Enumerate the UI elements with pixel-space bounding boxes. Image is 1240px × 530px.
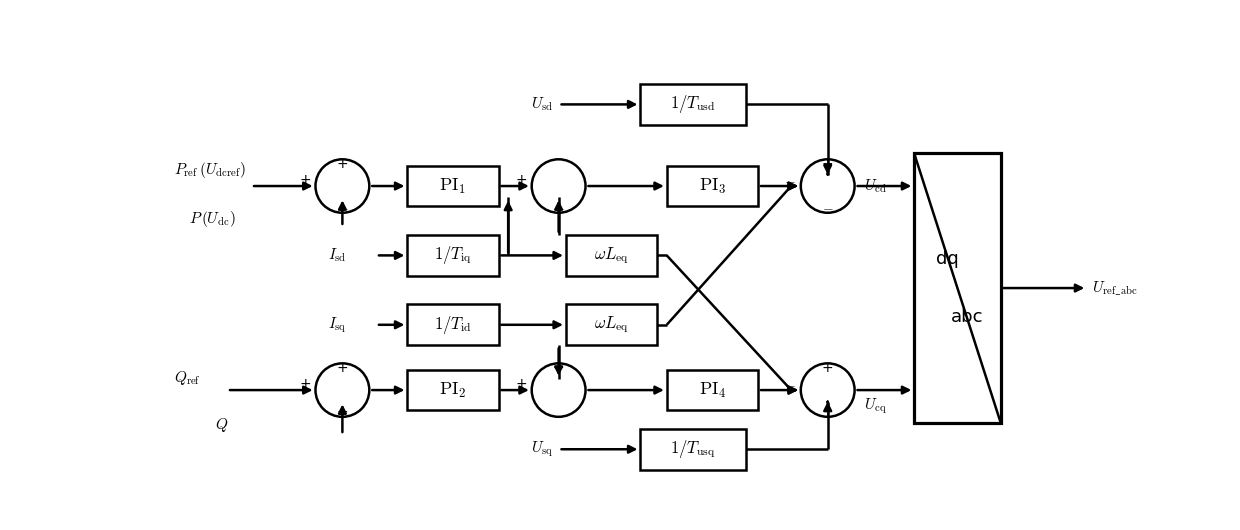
Text: $1/T_{\mathrm{usd}}$: $1/T_{\mathrm{usd}}$ bbox=[671, 93, 715, 116]
Text: $1/T_{\mathrm{id}}$: $1/T_{\mathrm{id}}$ bbox=[434, 314, 471, 336]
Bar bbox=[407, 166, 498, 207]
Bar bbox=[667, 370, 758, 410]
Text: $P\,(U_{\mathrm{dc}})$: $P\,(U_{\mathrm{dc}})$ bbox=[188, 209, 236, 228]
Text: +: + bbox=[516, 377, 527, 391]
Text: +: + bbox=[299, 377, 311, 391]
Text: $\omega L_{\mathrm{eq}}$: $\omega L_{\mathrm{eq}}$ bbox=[594, 314, 629, 335]
Text: $\mathrm{PI}_3$: $\mathrm{PI}_3$ bbox=[698, 176, 727, 196]
Text: +: + bbox=[336, 361, 348, 375]
Text: $\omega L_{\mathrm{eq}}$: $\omega L_{\mathrm{eq}}$ bbox=[594, 245, 629, 266]
Bar bbox=[914, 153, 1001, 423]
Text: +: + bbox=[822, 157, 833, 171]
Text: $1/T_{\mathrm{iq}}$: $1/T_{\mathrm{iq}}$ bbox=[434, 244, 471, 267]
Text: abc: abc bbox=[951, 307, 983, 325]
Text: $-$: $-$ bbox=[785, 377, 796, 391]
Text: $U_{\mathrm{sd}}$: $U_{\mathrm{sd}}$ bbox=[532, 95, 554, 113]
Text: $-$: $-$ bbox=[822, 201, 833, 215]
Text: $U_{\mathrm{ref\_abc}}$: $U_{\mathrm{ref\_abc}}$ bbox=[1092, 279, 1138, 297]
Text: $Q_{\mathrm{ref}}$: $Q_{\mathrm{ref}}$ bbox=[174, 369, 201, 387]
Bar bbox=[565, 304, 657, 345]
Bar bbox=[407, 304, 498, 345]
Text: $U_{\mathrm{cd}}$: $U_{\mathrm{cd}}$ bbox=[864, 177, 887, 195]
Bar bbox=[565, 235, 657, 276]
Text: $-$: $-$ bbox=[553, 201, 564, 215]
Bar bbox=[667, 166, 758, 207]
Text: $U_{\mathrm{cq}}$: $U_{\mathrm{cq}}$ bbox=[864, 396, 887, 416]
Bar bbox=[640, 84, 746, 125]
Text: +: + bbox=[516, 173, 527, 187]
Text: $U_{\mathrm{sq}}$: $U_{\mathrm{sq}}$ bbox=[532, 439, 554, 459]
Text: $Q$: $Q$ bbox=[215, 416, 228, 434]
Text: $I_{\mathrm{sq}}$: $I_{\mathrm{sq}}$ bbox=[327, 315, 347, 334]
Bar bbox=[407, 370, 498, 410]
Bar bbox=[407, 235, 498, 276]
Text: +: + bbox=[553, 361, 564, 375]
Text: +: + bbox=[336, 405, 348, 419]
Text: +: + bbox=[336, 157, 348, 171]
Bar bbox=[640, 429, 746, 470]
Text: $I_{\mathrm{sd}}$: $I_{\mathrm{sd}}$ bbox=[327, 246, 347, 264]
Text: dq: dq bbox=[936, 251, 960, 269]
Text: +: + bbox=[822, 361, 833, 375]
Text: +: + bbox=[822, 405, 833, 419]
Text: $\mathrm{PI}_4$: $\mathrm{PI}_4$ bbox=[698, 381, 727, 400]
Text: $P_{\mathrm{ref}}\,(U_{\mathrm{dcref}})$: $P_{\mathrm{ref}}\,(U_{\mathrm{dcref}})$ bbox=[174, 160, 246, 180]
Text: $\mathrm{PI}_2$: $\mathrm{PI}_2$ bbox=[439, 381, 466, 400]
Text: $\mathrm{PI}_1$: $\mathrm{PI}_1$ bbox=[439, 176, 466, 196]
Text: +: + bbox=[299, 173, 311, 187]
Text: $-$: $-$ bbox=[785, 173, 796, 187]
Text: $-$: $-$ bbox=[336, 201, 348, 215]
Text: $1/T_{\mathrm{usq}}$: $1/T_{\mathrm{usq}}$ bbox=[671, 438, 715, 460]
